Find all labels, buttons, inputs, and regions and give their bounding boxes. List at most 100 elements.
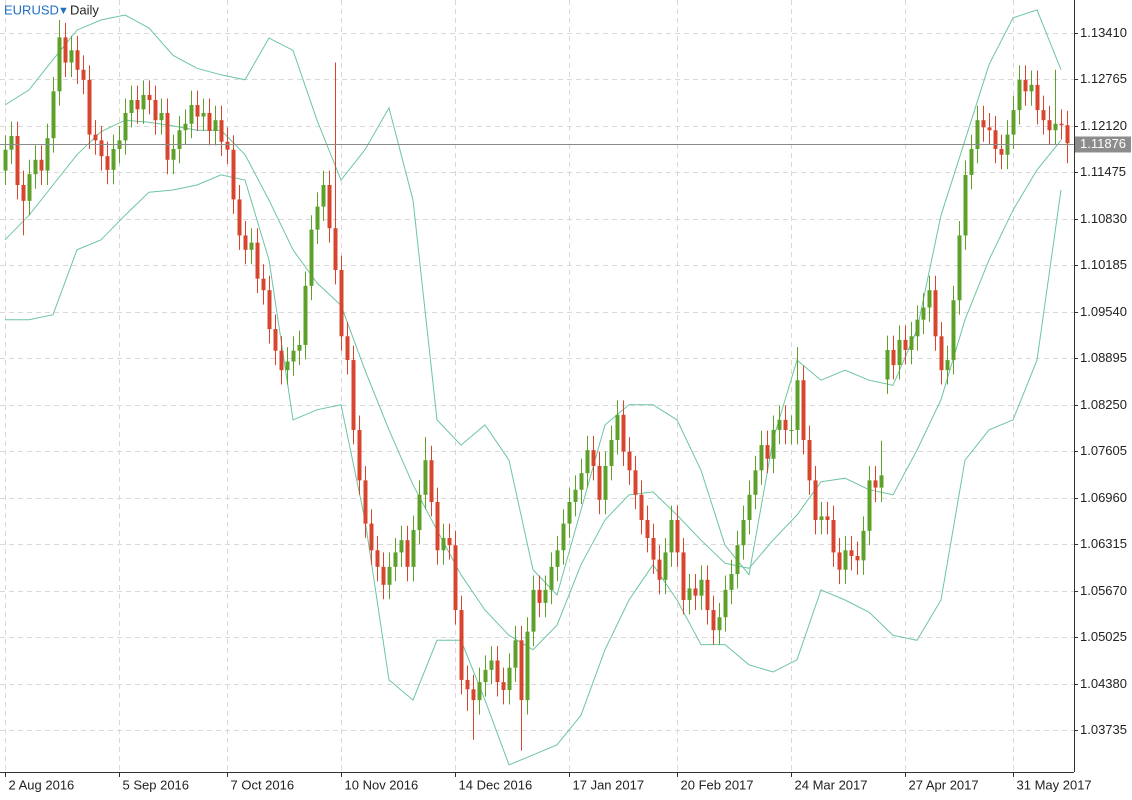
candle-body bbox=[621, 414, 626, 452]
symbol-dropdown-icon[interactable]: ▼ bbox=[58, 5, 69, 17]
candle-body bbox=[597, 465, 602, 500]
candle-body bbox=[639, 494, 644, 520]
candle-body bbox=[1047, 120, 1052, 131]
candle-body bbox=[555, 550, 560, 567]
candle-body bbox=[327, 185, 332, 229]
candle-body bbox=[189, 105, 194, 124]
candle-body bbox=[219, 120, 224, 142]
candle-body bbox=[345, 336, 350, 361]
candle-body bbox=[753, 470, 758, 495]
x-tick-label: 17 Jan 2017 bbox=[573, 777, 645, 792]
candle-body bbox=[537, 589, 542, 603]
candle-body bbox=[831, 519, 836, 553]
x-tick-label: 24 Mar 2017 bbox=[795, 777, 868, 792]
candle-body bbox=[1035, 84, 1040, 111]
candle-body bbox=[783, 419, 788, 430]
candle-body bbox=[15, 136, 20, 186]
y-tick-label: 1.07605 bbox=[1080, 443, 1127, 458]
candle-body bbox=[195, 105, 200, 117]
candle-body bbox=[75, 50, 80, 70]
x-tick-label: 7 Oct 2016 bbox=[231, 777, 295, 792]
y-tick-label: 1.11475 bbox=[1080, 164, 1126, 179]
candle-body bbox=[747, 494, 752, 520]
y-tick-label: 1.03735 bbox=[1080, 722, 1127, 737]
candle-body bbox=[633, 470, 638, 495]
candle-body bbox=[51, 91, 56, 139]
candle-body bbox=[231, 149, 236, 200]
candle-body bbox=[285, 361, 290, 371]
y-tick-label: 1.12120 bbox=[1080, 118, 1127, 133]
candle-body bbox=[309, 229, 314, 286]
candle-body bbox=[909, 336, 914, 350]
candle-body bbox=[927, 290, 932, 308]
x-tick-label: 10 Nov 2016 bbox=[345, 777, 419, 792]
x-tick-label: 2 Aug 2016 bbox=[9, 777, 75, 792]
candle-body bbox=[399, 540, 404, 553]
candle-body bbox=[645, 519, 650, 539]
candle-body bbox=[627, 451, 632, 471]
y-tick-label: 1.08250 bbox=[1080, 397, 1127, 412]
candle-body bbox=[93, 134, 98, 141]
candle-body bbox=[855, 556, 860, 561]
candle-body bbox=[357, 429, 362, 481]
candle-body bbox=[447, 538, 452, 546]
candle-body bbox=[81, 69, 86, 80]
y-tick-label: 1.10185 bbox=[1080, 257, 1127, 272]
candle-body bbox=[441, 538, 446, 551]
candle-body bbox=[141, 94, 146, 110]
candle-body bbox=[363, 480, 368, 524]
candle-body bbox=[891, 349, 896, 366]
candle-body bbox=[885, 349, 890, 380]
y-tick-label: 1.04380 bbox=[1080, 676, 1127, 691]
candle-body bbox=[585, 450, 590, 474]
candle-body bbox=[765, 445, 770, 459]
candle-body bbox=[123, 112, 128, 141]
candle-body bbox=[477, 682, 482, 701]
candle-body bbox=[267, 290, 272, 330]
candle-body bbox=[867, 480, 872, 531]
candle-body bbox=[963, 174, 968, 236]
band-line bbox=[4, 9, 1062, 596]
candle-body bbox=[159, 112, 164, 121]
candle-body bbox=[297, 344, 302, 351]
candle-body bbox=[573, 489, 578, 502]
band-line bbox=[5, 174, 1062, 766]
x-tick-label: 20 Feb 2017 bbox=[681, 777, 754, 792]
candle-body bbox=[1053, 123, 1058, 131]
candle-body bbox=[789, 429, 794, 431]
candle-body bbox=[567, 501, 572, 524]
symbol[interactable]: EURUSD bbox=[4, 2, 59, 17]
candle-body bbox=[945, 360, 950, 371]
candle-body bbox=[999, 148, 1004, 155]
candle-body bbox=[393, 552, 398, 567]
grid bbox=[0, 0, 1074, 772]
candle-body bbox=[135, 99, 140, 110]
candle-body bbox=[1065, 125, 1070, 144]
candle-body bbox=[933, 290, 938, 337]
candle-body bbox=[483, 669, 488, 683]
y-tick-label: 1.05025 bbox=[1080, 629, 1127, 644]
candle-body bbox=[213, 120, 218, 131]
candle-body bbox=[897, 339, 902, 366]
candle-body bbox=[813, 480, 818, 520]
candle-body bbox=[693, 588, 698, 596]
candle-body bbox=[225, 141, 230, 150]
candle-body bbox=[489, 660, 494, 670]
candle-body bbox=[315, 206, 320, 230]
candle-body bbox=[687, 588, 692, 600]
candle-body bbox=[411, 530, 416, 567]
candle-body bbox=[903, 339, 908, 350]
candle-body bbox=[153, 99, 158, 121]
y-tick-label: 1.09540 bbox=[1080, 304, 1127, 319]
y-tick-label: 1.08895 bbox=[1080, 350, 1127, 365]
candle-body bbox=[777, 419, 782, 430]
candle-body bbox=[459, 610, 464, 680]
candle-body bbox=[279, 350, 284, 371]
candles bbox=[3, 20, 1070, 751]
candle-body bbox=[957, 235, 962, 301]
candle-body bbox=[717, 617, 722, 631]
candle-body bbox=[339, 270, 344, 337]
candle-body bbox=[237, 199, 242, 236]
